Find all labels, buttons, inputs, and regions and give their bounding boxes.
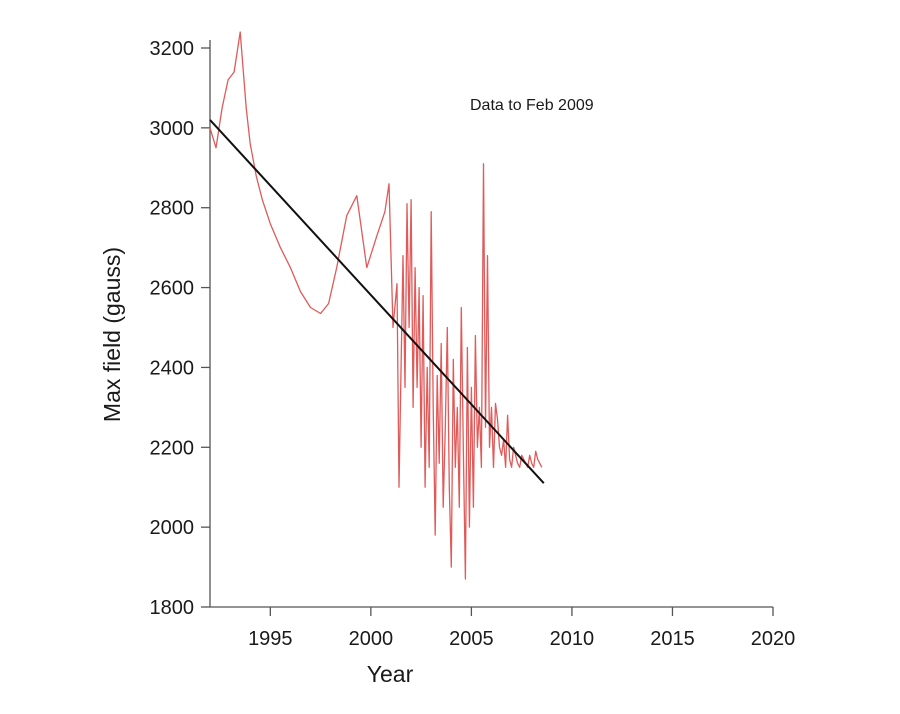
y-tick-label: 2200 xyxy=(150,437,195,459)
y-axis-title: Max field (gauss) xyxy=(99,247,125,422)
x-axis-title: Year xyxy=(367,661,414,687)
x-tick-label: 2010 xyxy=(550,628,595,650)
x-tick-label: 2000 xyxy=(349,628,394,650)
annotation-text: Data to Feb 2009 xyxy=(470,97,594,114)
x-tick-label: 2005 xyxy=(449,628,494,650)
y-tick-label: 2800 xyxy=(150,198,195,220)
trend-line xyxy=(209,119,545,484)
y-tick-label: 2600 xyxy=(150,278,195,300)
x-tick-label: 2020 xyxy=(751,628,796,650)
x-tick-label: 2015 xyxy=(650,628,695,650)
y-tick-label: 3200 xyxy=(150,38,195,60)
y-tick-label: 2400 xyxy=(150,357,195,379)
y-tick-label: 1800 xyxy=(150,597,195,619)
y-tick-label: 2000 xyxy=(150,517,195,539)
data-line xyxy=(209,31,543,580)
axes xyxy=(201,40,774,616)
labels: 1800 2000 2200 2400 2600 2800 3000 3200 1995 2000… xyxy=(99,38,795,687)
x-tick-label: 1995 xyxy=(248,628,293,650)
y-tick-label: 3000 xyxy=(150,118,195,140)
series-group xyxy=(209,31,545,580)
